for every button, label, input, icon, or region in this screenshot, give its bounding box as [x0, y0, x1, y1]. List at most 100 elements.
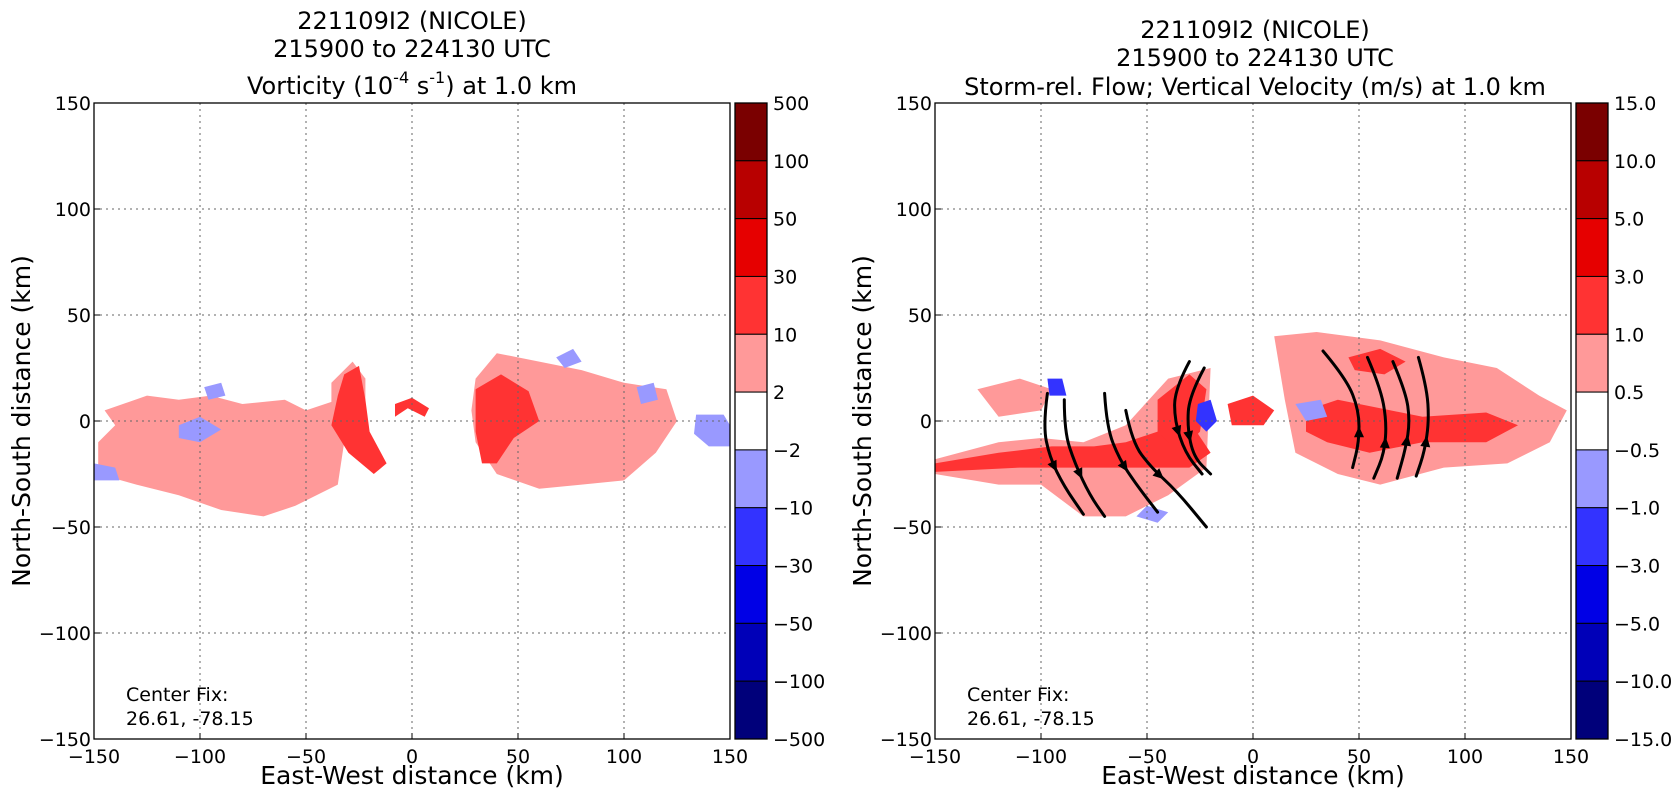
- colorbar-label: 3.0: [1614, 266, 1644, 288]
- contour-region: [1348, 348, 1406, 375]
- storm-relative-streamlines: [1043, 349, 1431, 529]
- y-tick-label: 0: [920, 411, 932, 433]
- streamline-arrow: [1117, 460, 1128, 472]
- grid-lines: [94, 103, 730, 739]
- contour-region: [1295, 399, 1328, 421]
- title-line-3: Storm-rel. Flow; Vertical Velocity (m/s)…: [964, 73, 1546, 101]
- x-tick-label: −150: [909, 746, 961, 768]
- streamline: [1173, 360, 1204, 476]
- colorbar-label: −50: [773, 613, 813, 635]
- y-tick-label: 150: [896, 93, 932, 115]
- center-fix-label: Center Fix:: [967, 684, 1069, 706]
- colorbar-label: −2: [773, 440, 801, 462]
- streamline: [1414, 355, 1430, 478]
- title-line-1: 221109I2 (NICOLE): [297, 7, 527, 35]
- y-tick-label: −50: [892, 517, 932, 539]
- contour-region: [204, 382, 226, 400]
- title-part: Vorticity (10: [247, 72, 393, 100]
- y-tick-label: −100: [39, 623, 91, 645]
- colorbar-label: 15.0: [1614, 93, 1656, 115]
- contour-region: [331, 365, 387, 474]
- x-tick-label: 50: [1347, 746, 1371, 768]
- vertical-velocity-panel: 221109I2 (NICOLE) 215900 to 224130 UTC S…: [848, 16, 1672, 790]
- plot-frame: [934, 102, 1572, 740]
- x-tick-label: 0: [406, 746, 418, 768]
- axis-ticks: −150 −100 −50 0 50 100 150 150 100 50 0 −50 −100 −150: [39, 93, 748, 768]
- x-axis-label: East-West distance (km): [1101, 761, 1405, 790]
- title-part: s: [409, 72, 429, 100]
- x-tick-label: 150: [1553, 746, 1589, 768]
- grid-lines: [935, 103, 1571, 739]
- colorbar-label: 30: [773, 266, 797, 288]
- streamline: [1043, 391, 1085, 516]
- colorbar-segment: [1575, 391, 1609, 451]
- colorbar-frame: [734, 102, 768, 740]
- y-tick-label: −50: [51, 517, 91, 539]
- plot-frame: [93, 102, 731, 740]
- y-tick-label: 50: [67, 305, 91, 327]
- colorbar-segment: [1575, 565, 1609, 624]
- contour-region: [935, 368, 1211, 517]
- colorbar-segment: [734, 680, 768, 740]
- contour-region: [1227, 395, 1275, 426]
- colorbar-label: −1.0: [1614, 498, 1660, 520]
- x-axis-label: East-West distance (km): [260, 761, 564, 790]
- colorbar-label: −0.5: [1614, 440, 1660, 462]
- colorbar-segment: [734, 275, 768, 335]
- contour-region: [1195, 399, 1217, 432]
- contour-region: [1157, 374, 1207, 453]
- streamline: [1062, 398, 1107, 518]
- axis-ticks: −150 −100 −50 0 50 100 150 150 100 50 0 −50 −100 −150: [880, 93, 1589, 768]
- colorbar-segment: [1575, 449, 1609, 509]
- colorbar-segment: [734, 449, 768, 509]
- colorbar: 15.0 10.0 5.0 3.0 1.0 0.5 −0.5 −1.0 −3.0 −5.0 −10.…: [1575, 93, 1672, 751]
- streamline: [1103, 391, 1160, 514]
- contour-region: [636, 382, 658, 404]
- colorbar-segment: [734, 622, 768, 682]
- colorbar-label: 2: [773, 382, 785, 404]
- colorbar-label: −10: [773, 498, 813, 520]
- streamline-arrow: [1171, 424, 1182, 437]
- contour-region: [1047, 378, 1067, 396]
- colorbar-label: 1.0: [1614, 324, 1644, 346]
- colorbar-segment: [734, 507, 768, 567]
- center-fix-coordinates: 26.61, -78.15: [967, 708, 1095, 730]
- streamline: [1391, 360, 1411, 480]
- contour-region: [395, 397, 429, 417]
- streamline: [1186, 366, 1213, 476]
- streamline-arrow: [1401, 434, 1411, 447]
- colorbar-segment: [1575, 275, 1609, 335]
- x-tick-label: −100: [174, 746, 226, 768]
- colorbar-segment: [1575, 680, 1609, 740]
- colorbar-label: −30: [773, 556, 813, 578]
- x-tick-label: 0: [1247, 746, 1259, 768]
- streamline-arrow: [1073, 467, 1083, 480]
- title-line-1: 221109I2 (NICOLE): [1140, 16, 1370, 44]
- streamline: [1124, 408, 1208, 529]
- contour-region: [977, 378, 1052, 417]
- streamline-arrow: [1152, 468, 1164, 480]
- center-fix-label: Center Fix:: [126, 684, 228, 706]
- colorbar-label: 10.0: [1614, 151, 1656, 173]
- colorbar-segment: [1575, 622, 1609, 682]
- x-tick-label: −50: [286, 746, 326, 768]
- y-axis-label: North-South distance (km): [848, 255, 877, 587]
- y-axis-label: North-South distance (km): [7, 255, 36, 587]
- colorbar-segment: [734, 102, 768, 162]
- streamline: [1366, 355, 1388, 480]
- colorbar-segment: [1575, 102, 1609, 162]
- colorbar-segment: [734, 391, 768, 451]
- y-tick-label: −150: [39, 729, 91, 751]
- y-tick-label: 100: [896, 199, 932, 221]
- streamline: [1321, 349, 1361, 470]
- colorbar-segment: [1575, 160, 1609, 220]
- colorbar-label: −3.0: [1614, 556, 1660, 578]
- title-superscript: -4: [393, 68, 409, 87]
- x-tick-label: 150: [712, 746, 748, 768]
- colorbar-segment: [1575, 507, 1609, 567]
- streamline-arrow: [1354, 426, 1364, 438]
- title-superscript: -1: [429, 68, 445, 87]
- colorbar-segment: [1575, 218, 1609, 277]
